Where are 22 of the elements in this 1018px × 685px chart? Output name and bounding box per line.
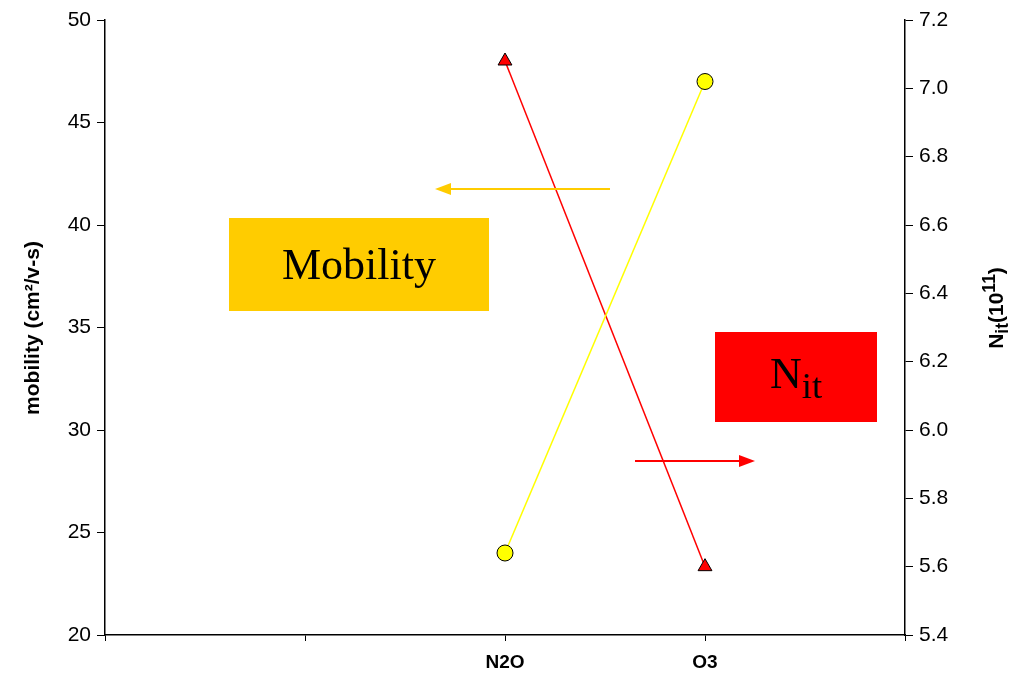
y2-tick-label: 6.0 <box>919 416 949 440</box>
y-tick-label: 35 <box>67 314 91 338</box>
y2-tick-label: 5.4 <box>919 621 949 645</box>
text: Mobility <box>281 239 437 290</box>
y2-tick-label: 5.6 <box>919 553 949 577</box>
text: N$_{it}$ <box>769 347 823 407</box>
x-tick-label: O3 <box>692 650 718 672</box>
y-axis-title: mobility (cm²/v-s) <box>20 240 44 415</box>
y-tick-label: 40 <box>67 211 91 235</box>
x-tick-label: N2O <box>485 650 525 672</box>
y2-tick-label: 6.6 <box>919 211 949 235</box>
y2-tick-label: 7.0 <box>919 75 949 99</box>
y2-tick-label: 5.8 <box>919 485 949 509</box>
y-tick-label: 25 <box>67 519 91 543</box>
y2-tick-label: 6.8 <box>919 143 949 167</box>
y2-tick-label: 6.4 <box>919 280 949 304</box>
y-tick-label: 45 <box>67 109 91 133</box>
y-tick-label: 30 <box>67 416 91 440</box>
y-tick-label: 20 <box>67 621 91 645</box>
y2-tick-label: 7.2 <box>919 6 949 30</box>
y2-tick-label: 6.2 <box>919 348 949 372</box>
y-tick-label: 50 <box>67 6 91 30</box>
